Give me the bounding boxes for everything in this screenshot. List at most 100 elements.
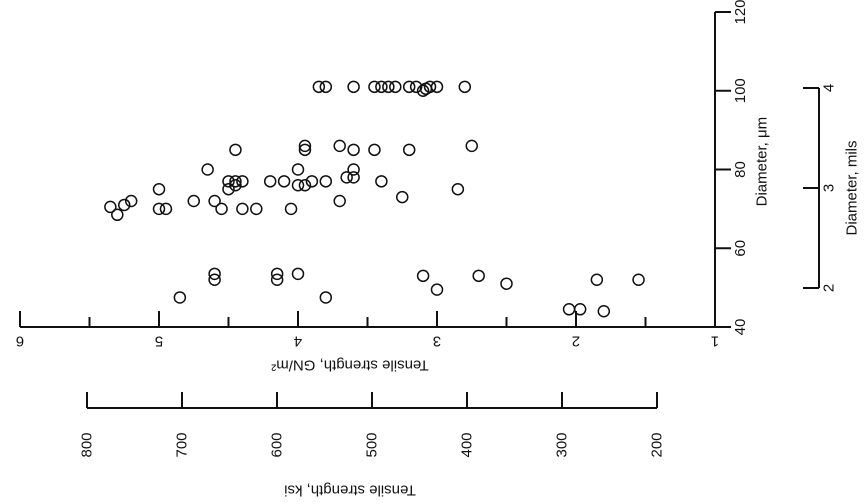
data-point	[416, 84, 430, 97]
data-point	[368, 80, 381, 94]
data-point	[319, 175, 333, 188]
data-point	[451, 182, 465, 196]
data-point	[222, 175, 235, 188]
data-point	[333, 139, 346, 153]
um-tick-label-60: 60	[732, 240, 749, 257]
data-point	[430, 283, 444, 296]
data-point	[419, 82, 433, 96]
data-point	[111, 208, 124, 222]
data-point	[291, 267, 305, 281]
data-point	[458, 80, 472, 94]
um-tick-label-80: 80	[732, 161, 749, 178]
data-point	[291, 163, 305, 176]
ksi-axis: 800 700 600 500 400 300 200 Tensile strength, …	[79, 392, 666, 499]
data-point	[368, 143, 381, 157]
gn-tick-label-1: 1	[711, 333, 719, 350]
gn-axis: 1 2 3 4 5 6 Tensile strength, GN/m²	[16, 311, 719, 374]
ksi-tick-label-700: 700	[174, 432, 191, 457]
data-point	[159, 202, 173, 216]
data-point	[305, 175, 319, 188]
um-axis-ticks: 40 60 80 100 120	[715, 0, 749, 335]
data-point	[312, 80, 326, 94]
data-point	[375, 175, 388, 188]
mils-axis-ticks: 2 3 4	[803, 84, 838, 292]
data-point	[298, 179, 312, 192]
data-point	[173, 291, 187, 304]
data-point	[229, 143, 242, 157]
mils-tick-label-2: 2	[821, 284, 838, 292]
data-point	[152, 182, 166, 196]
ksi-tick-label-600: 600	[269, 432, 286, 457]
data-point	[208, 267, 221, 281]
ksi-tick-label-500: 500	[364, 432, 381, 457]
um-tick-label-120: 120	[732, 0, 749, 25]
data-point	[298, 139, 312, 153]
data-point	[402, 143, 416, 157]
data-point	[124, 194, 138, 208]
data-points	[104, 80, 645, 318]
data-point	[347, 163, 360, 176]
data-point	[347, 143, 360, 157]
data-point	[375, 80, 388, 94]
data-point	[573, 303, 587, 316]
ksi-tick-label-300: 300	[554, 432, 571, 457]
data-point	[430, 80, 444, 94]
data-point	[152, 202, 166, 216]
data-point	[416, 269, 430, 283]
gn-tick-label-6: 6	[16, 333, 24, 350]
data-point	[229, 179, 242, 192]
mils-axis-label: Diameter, mils	[844, 140, 861, 235]
data-point	[347, 80, 360, 94]
ksi-axis-label: Tensile strength, ksi	[284, 482, 416, 499]
ksi-tick-label-800: 800	[79, 432, 96, 457]
data-point	[465, 139, 478, 153]
data-point	[250, 202, 263, 216]
data-point	[396, 190, 409, 204]
gn-tick-label-3: 3	[433, 333, 441, 350]
data-point	[215, 202, 228, 216]
gn-axis-ticks: 1 2 3 4 5 6	[16, 311, 719, 350]
data-point	[291, 179, 305, 192]
ksi-axis-ticks: 800 700 600 500 400 300 200	[79, 392, 666, 458]
data-point	[562, 303, 576, 316]
gn-tick-label-5: 5	[155, 333, 163, 350]
data-point	[590, 273, 604, 286]
data-point	[270, 273, 284, 286]
mils-tick-label-3: 3	[821, 184, 838, 192]
data-point	[284, 202, 298, 216]
data-point	[382, 80, 395, 94]
data-point	[263, 175, 277, 188]
ksi-tick-label-400: 400	[459, 432, 476, 457]
gn-tick-label-2: 2	[572, 333, 580, 350]
data-point	[340, 171, 353, 184]
data-point	[298, 143, 312, 157]
data-point	[229, 175, 242, 188]
um-tick-label-40: 40	[732, 319, 749, 336]
um-axis-label: Diameter, μm	[754, 117, 771, 207]
data-point	[270, 267, 284, 281]
gn-axis-label: Tensile strength, GN/m²	[271, 357, 429, 374]
data-point	[187, 194, 200, 208]
data-point	[201, 163, 214, 176]
data-point	[389, 80, 402, 94]
data-point	[104, 200, 117, 214]
data-point	[472, 269, 485, 283]
data-point	[118, 198, 131, 212]
data-point	[632, 273, 645, 286]
mils-tick-label-4: 4	[821, 84, 838, 92]
mils-axis: 2 3 4 Diameter, mils	[803, 84, 861, 292]
data-point	[402, 80, 416, 94]
data-point	[333, 194, 346, 208]
ksi-tick-label-200: 200	[649, 432, 666, 457]
data-point	[409, 80, 423, 94]
gn-tick-label-4: 4	[294, 333, 302, 350]
data-point	[347, 171, 360, 184]
um-tick-label-100: 100	[732, 78, 749, 103]
data-point	[208, 273, 221, 286]
data-point	[277, 175, 291, 188]
data-point	[236, 202, 249, 216]
data-point	[319, 291, 333, 304]
data-point	[208, 194, 221, 208]
data-point	[319, 80, 333, 94]
